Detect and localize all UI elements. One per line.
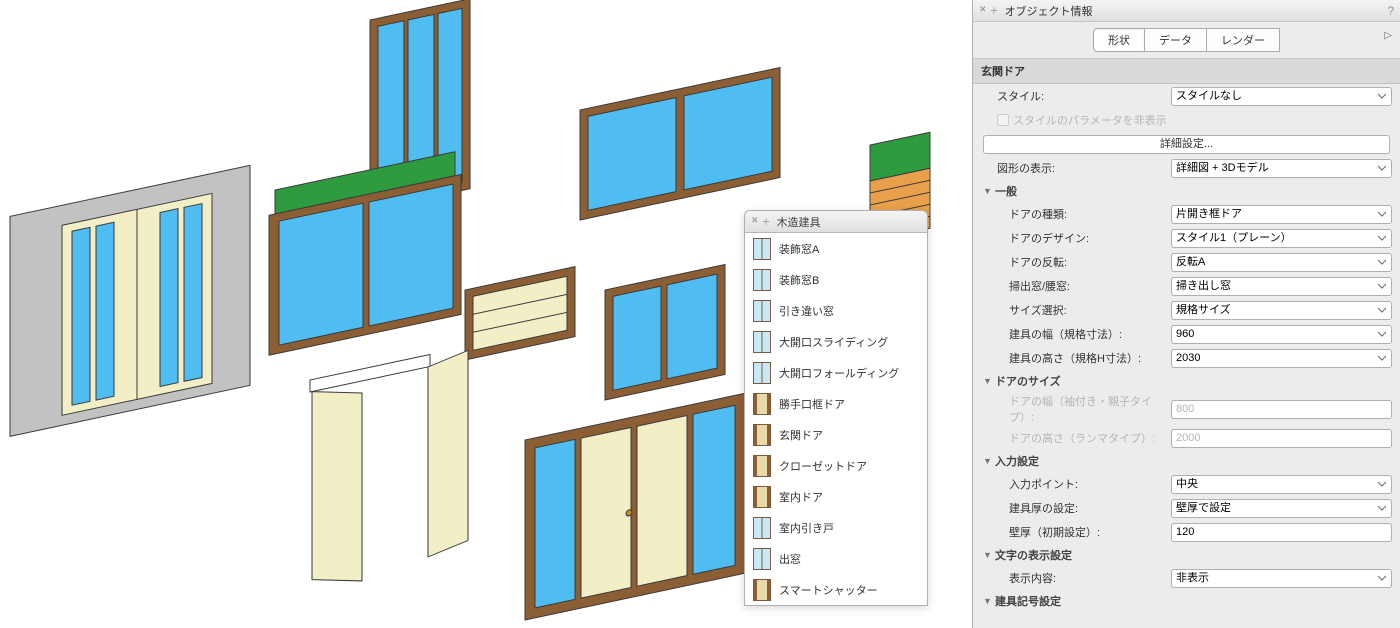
palette-item-icon — [753, 269, 771, 291]
palette-item[interactable]: 装飾窓B — [745, 264, 927, 295]
thick-set-select[interactable]: 壁厚で設定 — [1171, 499, 1392, 518]
object-info-panel: ✕＋ オブジェクト情報 ? 形状 データ レンダー ▷ 玄関ドア スタイル: ス… — [972, 0, 1400, 628]
style-select[interactable]: スタイルなし — [1171, 87, 1392, 106]
palette-item-icon — [753, 424, 771, 446]
resource-palette: ✕＋ 木造建具 装飾窓A 装飾窓B 引き違い窓大開口スライディング大開口フォールディ… — [744, 210, 928, 606]
input-pt-label: 入力ポイント: — [981, 476, 1171, 492]
expand-icon[interactable]: ▷ — [1384, 30, 1392, 41]
thick-set-label: 建具厚の設定: — [981, 500, 1171, 516]
door-type-label: ドアの種類: — [981, 206, 1171, 222]
palette-item[interactable]: クローゼットドア — [745, 450, 927, 481]
palette-item-label: 玄関ドア — [779, 427, 823, 443]
door-design-select[interactable]: スタイル1（プレーン） — [1171, 229, 1392, 248]
tab-shape[interactable]: 形状 — [1093, 28, 1145, 52]
door-w-label: ドアの幅（袖付き・親子タイプ）: — [981, 393, 1171, 425]
width-label: 建具の幅（規格寸法）: — [981, 326, 1171, 342]
palette-item-icon — [753, 238, 771, 260]
palette-item[interactable]: 室内引き戸 — [745, 512, 927, 543]
door-w-input — [1171, 400, 1392, 419]
palette-item-label: 装飾窓B — [779, 272, 819, 288]
palette-item-label: 勝手口框ドア — [779, 396, 845, 412]
palette-item-icon — [753, 548, 771, 570]
door-flip-select[interactable]: 反転A — [1171, 253, 1392, 272]
palette-item-icon — [753, 517, 771, 539]
palette-item-icon — [753, 455, 771, 477]
close-icon[interactable]: ✕ — [751, 215, 759, 228]
palette-title: 木造建具 — [777, 214, 821, 230]
palette-item[interactable]: 勝手口框ドア — [745, 388, 927, 419]
palette-item-label: 装飾窓A — [779, 241, 819, 257]
palette-item[interactable]: 玄関ドア — [745, 419, 927, 450]
size-sel-select[interactable]: 規格サイズ — [1171, 301, 1392, 320]
palette-item-label: スマートシャッター — [779, 582, 878, 598]
height-select[interactable]: 2030 — [1171, 349, 1392, 368]
palette-titlebar[interactable]: ✕＋ 木造建具 — [745, 211, 927, 233]
palette-item-icon — [753, 331, 771, 353]
sweep-label: 掃出窓/腰窓: — [981, 278, 1171, 294]
tab-data[interactable]: データ — [1144, 28, 1207, 52]
size-sel-label: サイズ選択: — [981, 302, 1171, 318]
palette-item-label: 出窓 — [779, 551, 801, 567]
hide-params-label: スタイルのパラメータを非表示 — [1013, 112, 1167, 128]
palette-item[interactable]: 大開口フォールディング — [745, 357, 927, 388]
palette-item[interactable]: 出窓 — [745, 543, 927, 574]
hide-params-checkbox — [997, 114, 1009, 126]
add-icon[interactable]: ＋ — [762, 215, 771, 228]
tab-render[interactable]: レンダー — [1206, 28, 1280, 52]
door-h-label: ドアの高さ（ランマタイプ）: — [981, 430, 1171, 446]
group-general[interactable]: ▼一般 — [981, 180, 1392, 202]
palette-item-label: 引き違い窓 — [779, 303, 834, 319]
palette-item-icon — [753, 393, 771, 415]
style-label: スタイル: — [981, 88, 1171, 104]
help-icon[interactable]: ? — [1387, 4, 1394, 18]
object-name: 玄関ドア — [973, 58, 1400, 84]
disp-content-select[interactable]: 非表示 — [1171, 569, 1392, 588]
palette-item-label: 大開口スライディング — [779, 334, 888, 350]
detail-settings-button[interactable]: 詳細設定... — [983, 135, 1390, 154]
palette-item-label: 室内ドア — [779, 489, 823, 505]
add-icon[interactable]: ＋ — [990, 4, 999, 17]
palette-item-icon — [753, 362, 771, 384]
palette-item[interactable]: 大開口スライディング — [745, 326, 927, 357]
input-pt-select[interactable]: 中央 — [1171, 475, 1392, 494]
display-label: 図形の表示: — [981, 160, 1171, 176]
palette-item[interactable]: 装飾窓A — [745, 233, 927, 264]
width-select[interactable]: 960 — [1171, 325, 1392, 344]
door-h-input — [1171, 429, 1392, 448]
oi-tabs: 形状 データ レンダー ▷ — [973, 22, 1400, 52]
palette-item[interactable]: 室内ドア — [745, 481, 927, 512]
palette-item-icon — [753, 300, 771, 322]
palette-item-label: 大開口フォールディング — [779, 365, 899, 381]
door-flip-label: ドアの反転: — [981, 254, 1171, 270]
palette-item-icon — [753, 486, 771, 508]
door-type-select[interactable]: 片開き框ドア — [1171, 205, 1392, 224]
close-icon[interactable]: ✕ — [979, 4, 987, 17]
door-design-label: ドアのデザイン: — [981, 230, 1171, 246]
group-symbol[interactable]: ▼建具記号設定 — [981, 590, 1392, 612]
group-door-size[interactable]: ▼ドアのサイズ — [981, 370, 1392, 392]
palette-list: 装飾窓A 装飾窓B 引き違い窓大開口スライディング大開口フォールディング勝手口框ドア… — [745, 233, 927, 605]
sweep-select[interactable]: 掃き出し窓 — [1171, 277, 1392, 296]
palette-item-label: 室内引き戸 — [779, 520, 834, 536]
palette-item-label: クローゼットドア — [779, 458, 867, 474]
thick-input[interactable] — [1171, 523, 1392, 542]
group-input[interactable]: ▼入力設定 — [981, 450, 1392, 472]
display-select[interactable]: 詳細図 + 3Dモデル — [1171, 159, 1392, 178]
palette-item[interactable]: スマートシャッター — [745, 574, 927, 605]
thick-label: 壁厚（初期設定）: — [981, 524, 1171, 540]
oi-title: オブジェクト情報 — [1005, 3, 1093, 19]
group-text-disp[interactable]: ▼文字の表示設定 — [981, 544, 1392, 566]
oi-titlebar[interactable]: ✕＋ オブジェクト情報 ? — [973, 0, 1400, 22]
palette-item[interactable]: 引き違い窓 — [745, 295, 927, 326]
disp-content-label: 表示内容: — [981, 570, 1171, 586]
palette-item-icon — [753, 579, 771, 601]
height-label: 建具の高さ（規格H寸法）: — [981, 350, 1171, 366]
